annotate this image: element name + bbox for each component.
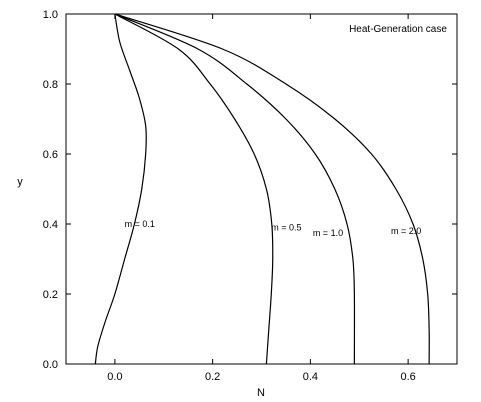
x-tick-label: 0.2 [205, 371, 220, 383]
y-tick-label: 0.8 [43, 79, 58, 91]
plot-frame [65, 13, 458, 365]
y-tick-label: 0.4 [43, 219, 58, 231]
y-tick-label: 1.0 [43, 9, 58, 21]
curve-label-4: m = 2.0 [391, 226, 421, 236]
y-tick-label: 0.6 [43, 149, 58, 161]
y-tick-label: 0.2 [43, 289, 58, 301]
curve-label-3: m = 1.0 [313, 228, 343, 238]
curve-series-2 [114, 13, 274, 365]
y-axis-ticks: 0.0 0.2 0.4 0.6 0.8 1.0 [43, 9, 457, 371]
x-axis-label: N [257, 387, 265, 399]
x-axis-ticks: 0.0 0.2 0.4 0.6 [107, 14, 416, 383]
curve-series-3 [114, 13, 356, 365]
y-tick-label: 0.0 [43, 359, 58, 371]
curve-labels: m = 0.1 m = 0.5 m = 1.0 m = 2.0 [125, 219, 422, 238]
curve-series-4 [114, 13, 430, 365]
curve-label-2: m = 0.5 [271, 223, 301, 233]
x-tick-label: 0.4 [303, 371, 318, 383]
x-tick-label: 0.6 [400, 371, 415, 383]
x-tick-label: 0.0 [107, 371, 122, 383]
curve-series-1 [94, 13, 147, 365]
curves [94, 13, 430, 365]
annotation-heat-generation: Heat-Generation case [349, 24, 447, 35]
y-axis-label: y [17, 176, 23, 188]
curve-label-1: m = 0.1 [125, 219, 155, 229]
